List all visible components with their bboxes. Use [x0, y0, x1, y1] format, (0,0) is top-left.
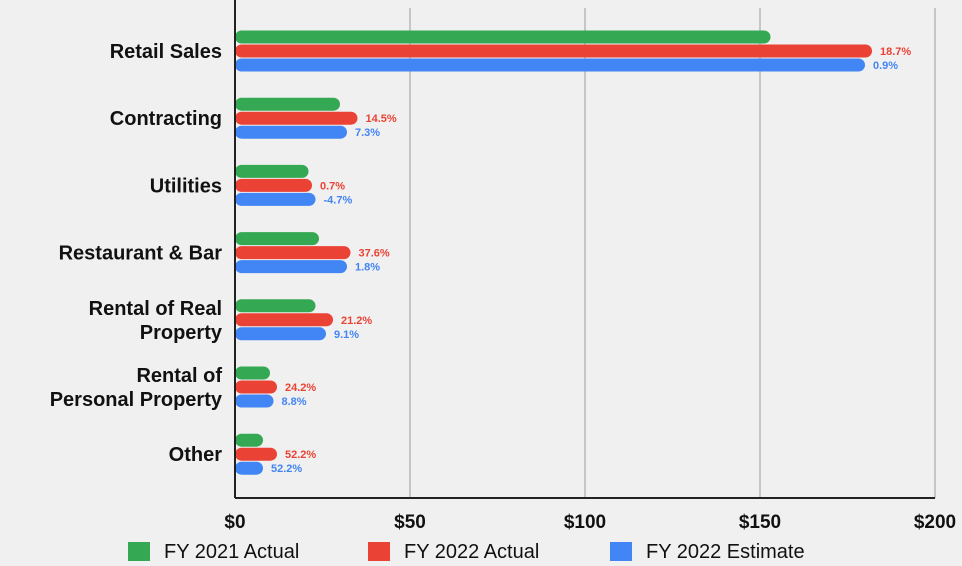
bar-fy-2022-estimate	[235, 461, 263, 475]
data-label: 21.2%	[341, 315, 372, 327]
category-label-line: Restaurant & Bar	[59, 243, 223, 265]
data-label: 7.3%	[355, 127, 380, 139]
category-label-line: Contracting	[110, 108, 222, 130]
data-label: 14.5%	[366, 113, 397, 125]
bar-fy-2021-actual	[235, 30, 771, 44]
category-label-line: Other	[169, 444, 223, 466]
legend-swatch	[128, 542, 150, 561]
data-label: 8.8%	[282, 396, 307, 408]
bar-fy-2022-estimate	[235, 125, 347, 139]
x-tick-label: $50	[394, 512, 426, 533]
x-tick-label: $0	[224, 512, 245, 533]
legend-label: FY 2022 Actual	[404, 541, 539, 563]
bar-fy-2021-actual	[235, 97, 340, 111]
bar-fy-2022-actual	[235, 44, 872, 58]
bar-fy-2022-estimate	[235, 58, 865, 72]
bar-fy-2022-actual	[235, 246, 351, 260]
data-label: 24.2%	[285, 382, 316, 394]
category-label-line: Property	[140, 322, 223, 344]
x-tick-label: $100	[564, 512, 606, 533]
category-label: Restaurant & Bar	[59, 243, 223, 265]
axes	[234, 0, 935, 499]
bar-fy-2022-estimate	[235, 327, 326, 341]
category-label: Contracting	[110, 108, 222, 130]
bar-fy-2021-actual	[235, 232, 319, 246]
bar-fy-2021-actual	[235, 366, 270, 380]
x-tick-label: $200	[914, 512, 956, 533]
legend-label: FY 2021 Actual	[164, 541, 299, 563]
category-label: Retail Sales	[110, 41, 222, 63]
bar-fy-2022-estimate	[235, 394, 274, 408]
bar-fy-2022-actual	[235, 178, 312, 192]
bars	[235, 30, 872, 475]
data-label: 52.2%	[285, 449, 316, 461]
bar-fy-2021-actual	[235, 299, 316, 313]
category-label: Rental of Real Property	[89, 298, 223, 344]
category-label-line: Personal Property	[50, 389, 223, 411]
category-label-line: Rental of Real	[89, 298, 222, 320]
legend: FY 2021 Actual FY 2022 Actual FY 2022 Esti…	[128, 541, 805, 563]
bar-fy-2022-actual	[235, 313, 333, 327]
bar-fy-2022-actual	[235, 447, 277, 461]
category-label-line: Retail Sales	[110, 41, 222, 63]
x-tick-label: $150	[739, 512, 781, 533]
gridlines	[409, 8, 936, 498]
bar-fy-2021-actual	[235, 164, 309, 178]
data-label: 0.7%	[320, 180, 345, 192]
bar-fy-2022-estimate	[235, 192, 316, 206]
bar-fy-2022-actual	[235, 380, 277, 394]
data-label: 37.6%	[359, 248, 390, 260]
category-label: Other	[169, 444, 223, 466]
category-label-line: Utilities	[150, 175, 222, 197]
data-label: 9.1%	[334, 329, 359, 341]
category-label-line: Rental of	[136, 365, 222, 387]
legend-swatch	[610, 542, 632, 561]
data-label: 0.9%	[873, 60, 898, 72]
data-label: 18.7%	[880, 46, 911, 58]
bar-fy-2022-actual	[235, 111, 358, 125]
legend-swatch	[368, 542, 390, 561]
data-label: -4.7%	[324, 194, 353, 206]
data-label: 1.8%	[355, 262, 380, 274]
legend-label: FY 2022 Estimate	[646, 541, 805, 563]
bar-fy-2022-estimate	[235, 260, 347, 274]
category-label: Rental of Personal Property	[50, 365, 223, 411]
category-label: Utilities	[150, 175, 222, 197]
data-label: 52.2%	[271, 463, 302, 475]
labels: $0 $50 $100 $150 $200 Retail Sales 18.7% 0.9% Co…	[50, 41, 956, 533]
bar-fy-2021-actual	[235, 433, 263, 447]
